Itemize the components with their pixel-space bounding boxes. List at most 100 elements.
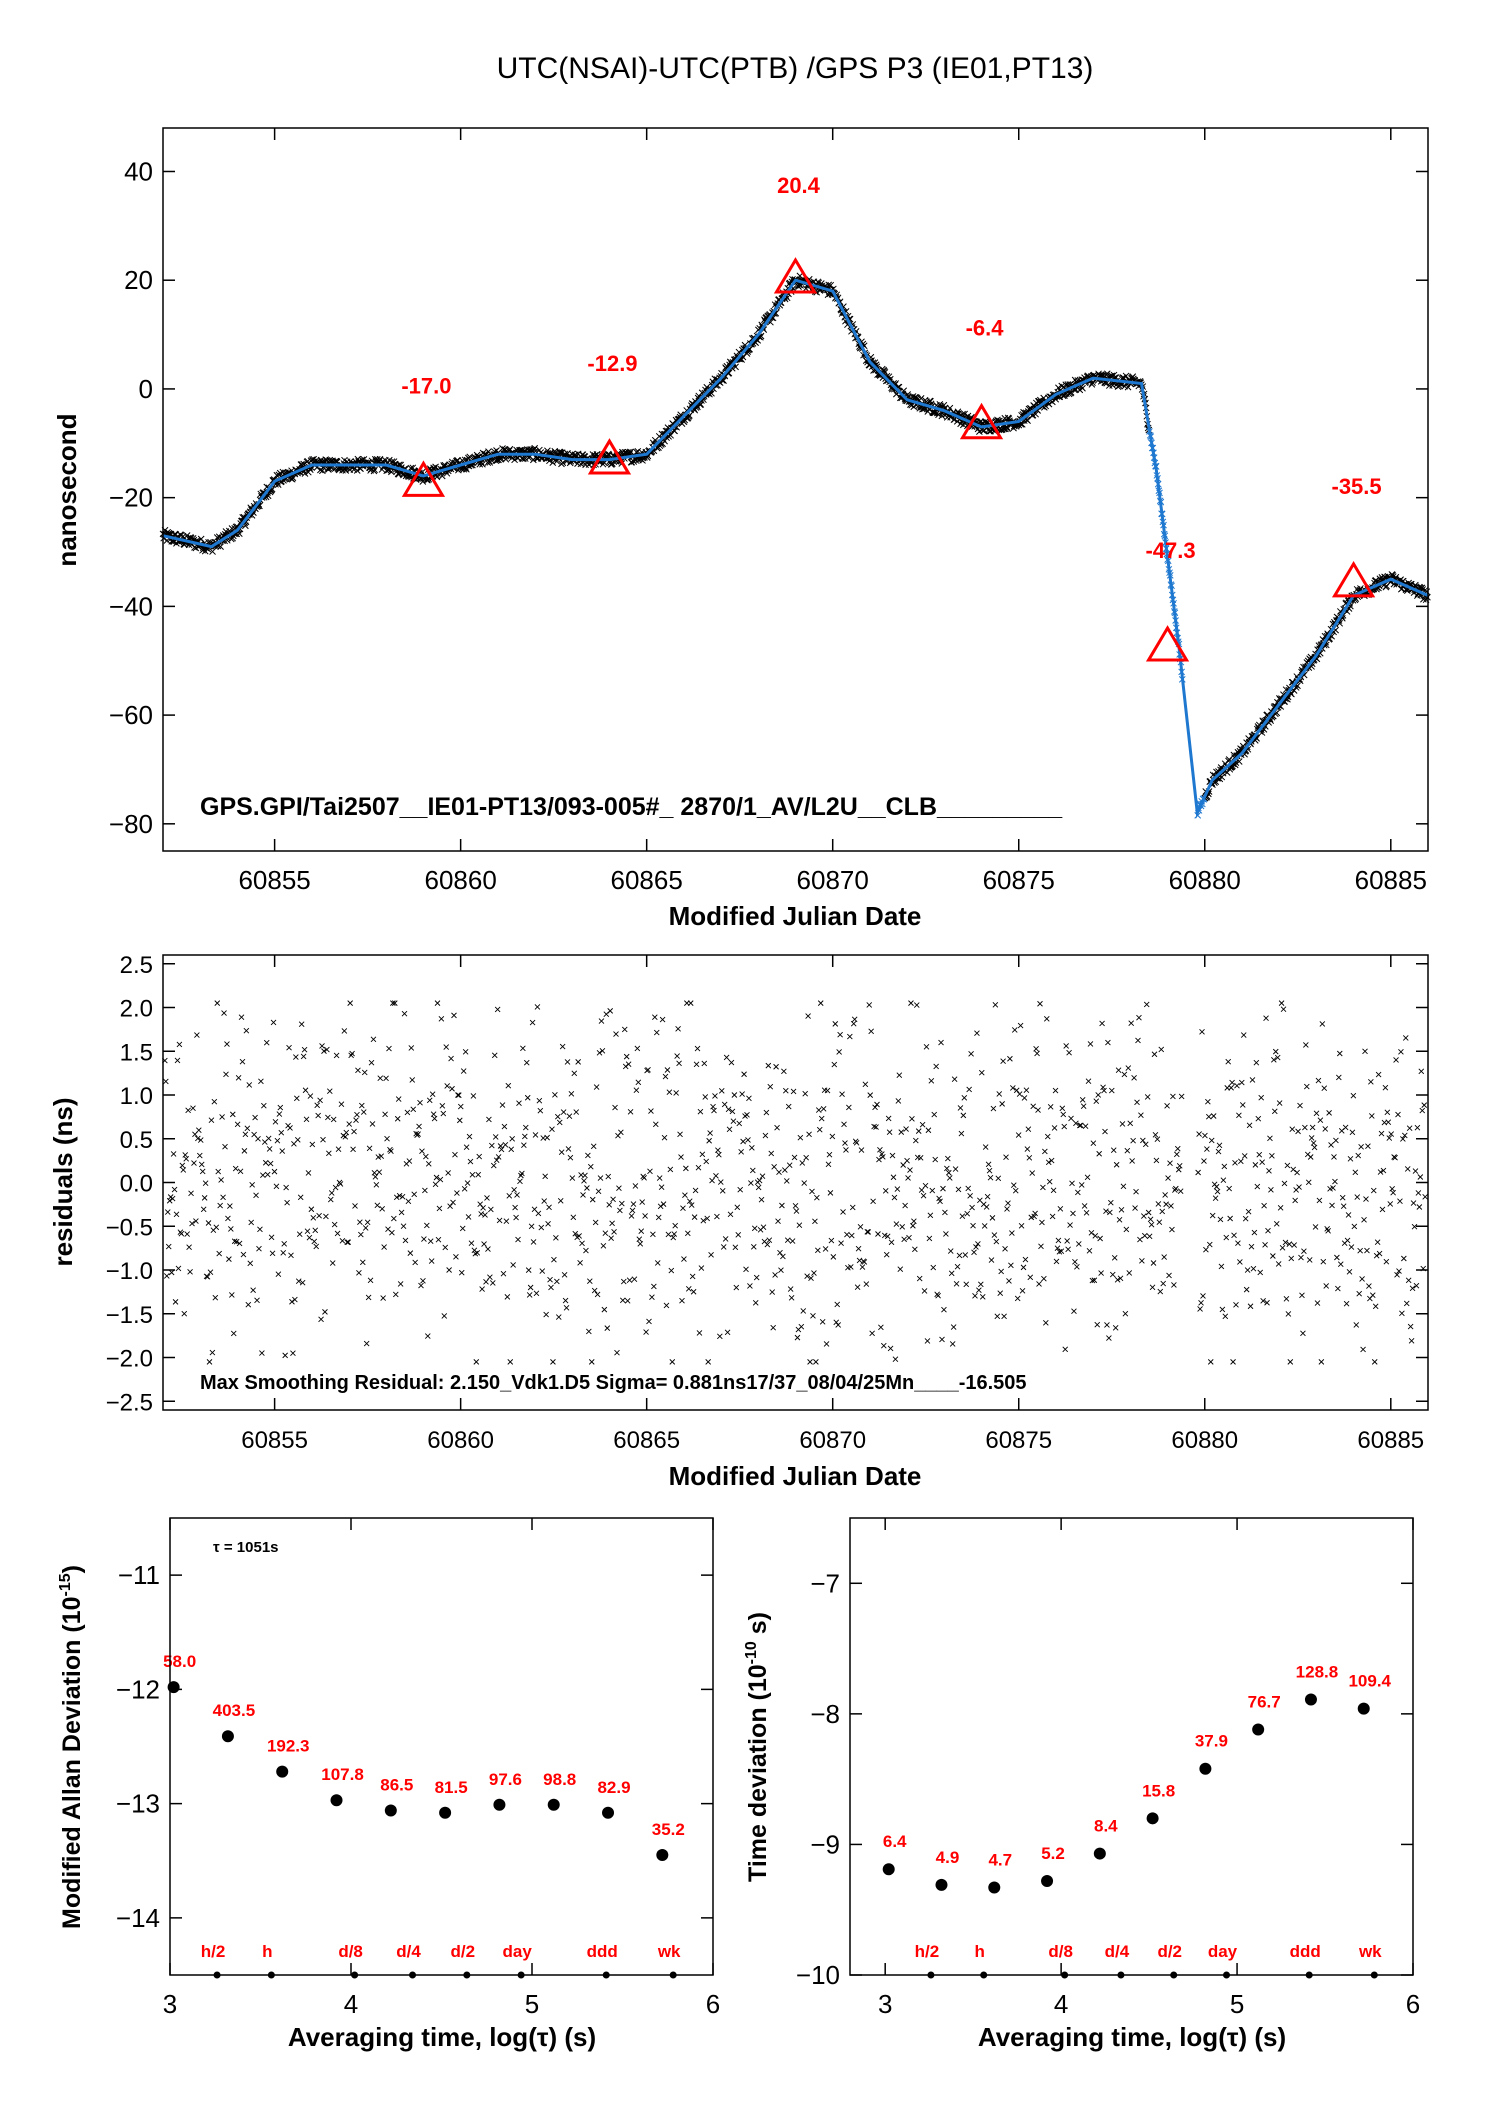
residual-point	[891, 1194, 898, 1201]
residual-point	[484, 1195, 490, 1201]
x-tick-label: 3	[163, 1989, 177, 2019]
residual-point	[296, 1231, 303, 1238]
data-point	[1067, 389, 1075, 396]
residual-point	[612, 1104, 618, 1111]
residual-point	[528, 1223, 535, 1230]
residual-point	[1374, 1239, 1381, 1245]
residual-point	[333, 1052, 340, 1059]
residual-point	[537, 1107, 544, 1114]
residual-point	[354, 1111, 360, 1118]
residual-point	[616, 1185, 622, 1191]
residual-point	[331, 1221, 338, 1228]
residual-point	[284, 1199, 290, 1206]
residual-point	[963, 1281, 970, 1288]
residual-point	[951, 1076, 958, 1082]
residual-point	[1139, 1258, 1145, 1264]
residual-point	[748, 1180, 754, 1186]
residual-point	[1379, 1206, 1386, 1213]
residual-point	[804, 1273, 810, 1279]
residual-point	[195, 1135, 201, 1142]
residual-point	[709, 1177, 715, 1184]
residual-point	[347, 1000, 353, 1006]
residual-point	[643, 1329, 649, 1335]
residual-point	[659, 1016, 666, 1023]
residual-point	[724, 1329, 731, 1336]
residual-point	[965, 1185, 972, 1192]
residual-point	[861, 1259, 868, 1265]
residual-point	[1105, 1039, 1111, 1046]
residual-point	[831, 1061, 838, 1068]
residual-point	[551, 1256, 557, 1263]
residual-point	[1255, 1115, 1262, 1122]
residual-point	[611, 1229, 617, 1235]
residual-point	[753, 1274, 760, 1281]
reference-mark-label: h/2	[201, 1942, 226, 1961]
residual-point	[1052, 1087, 1059, 1094]
residual-point	[435, 1236, 442, 1243]
residual-point	[762, 1132, 769, 1139]
residual-point	[853, 1139, 860, 1146]
residual-point	[1067, 1222, 1073, 1228]
residual-point	[321, 1048, 327, 1054]
y-tick-label: −80	[109, 809, 153, 839]
residual-point	[526, 1292, 533, 1298]
residual-point	[776, 1169, 782, 1175]
residual-point	[813, 1359, 819, 1365]
residual-point	[258, 1078, 264, 1085]
residual-point	[1257, 1269, 1264, 1276]
point-value-label: 6.4	[883, 1832, 907, 1851]
residual-point	[1112, 1324, 1119, 1331]
y-label-end: )	[58, 1565, 86, 1573]
residual-point	[755, 1184, 762, 1191]
residual-point	[1343, 1300, 1350, 1307]
residual-point	[1395, 1111, 1401, 1118]
residual-point	[1258, 1094, 1265, 1101]
residual-point	[520, 1045, 526, 1052]
residual-point	[949, 1341, 956, 1347]
stability-point	[988, 1881, 1001, 1894]
residual-point	[276, 1111, 283, 1117]
residual-point	[1335, 1285, 1341, 1292]
epoch-markers: -17.0 -12.9 20.4 -6.4 -47.3 -35.5	[401, 173, 1382, 662]
epoch-marker	[959, 402, 1004, 440]
residual-point	[689, 1273, 696, 1280]
residual-point	[482, 1212, 488, 1218]
residual-point	[648, 1108, 654, 1114]
residual-point	[168, 1269, 175, 1276]
residual-point	[1144, 1094, 1151, 1100]
x-tick-label: 5	[1230, 1989, 1244, 2019]
residual-point	[322, 1309, 328, 1315]
residual-point	[179, 1162, 186, 1169]
residual-point	[840, 1209, 846, 1215]
residual-point	[926, 1235, 933, 1242]
residual-point	[1050, 1187, 1057, 1194]
residual-point	[675, 1026, 681, 1032]
point-value-label: 86.5	[380, 1775, 413, 1794]
stability-point	[882, 1863, 895, 1876]
residual-point	[546, 1204, 552, 1211]
residual-point	[1148, 1221, 1155, 1228]
residual-point	[506, 1193, 513, 1199]
residual-point	[693, 1061, 700, 1068]
residual-point	[849, 1204, 856, 1211]
residual-point	[550, 1359, 556, 1365]
data-point	[959, 410, 966, 418]
residual-point	[269, 1250, 276, 1257]
residual-point	[660, 1201, 667, 1207]
residual-point	[731, 1092, 738, 1098]
residual-point	[1049, 1213, 1056, 1220]
residual-point	[464, 1180, 471, 1186]
data-point	[371, 466, 378, 474]
residual-point	[645, 1066, 651, 1073]
residual-point	[1321, 1085, 1328, 1091]
residual-point	[1336, 1050, 1343, 1057]
residual-point	[1007, 1055, 1013, 1062]
residual-point	[564, 1059, 571, 1065]
residual-point	[802, 1090, 809, 1097]
residual-point	[325, 1114, 331, 1121]
residual-point	[1234, 1082, 1240, 1089]
residual-point	[716, 1151, 722, 1158]
residual-point	[1092, 1232, 1099, 1239]
plot-frame	[162, 954, 1429, 1411]
residual-point	[1339, 1194, 1346, 1201]
